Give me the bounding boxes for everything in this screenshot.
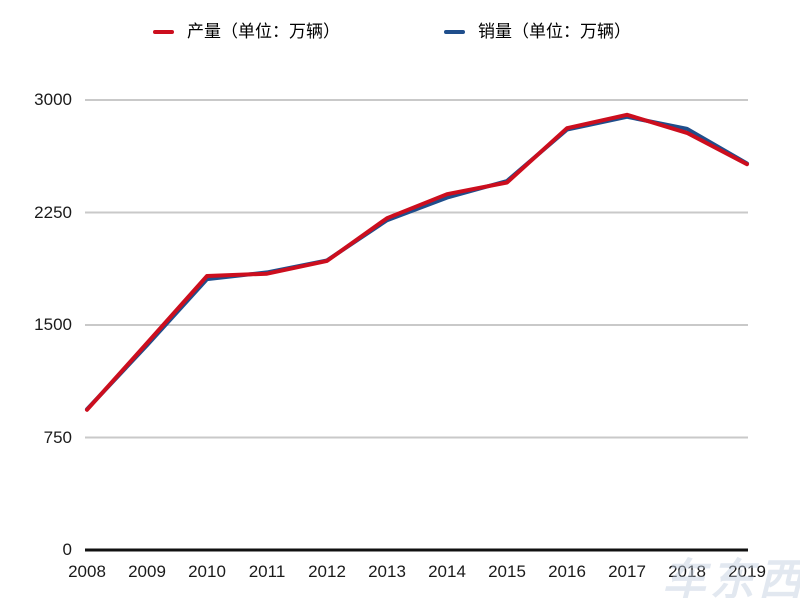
x-tick-label: 2012	[308, 562, 346, 581]
x-tick-label: 2010	[188, 562, 226, 581]
x-tick-label: 2008	[68, 562, 106, 581]
x-tick-label: 2009	[128, 562, 166, 581]
x-tick-label: 2015	[488, 562, 526, 581]
y-tick-label: 0	[62, 540, 72, 559]
production-line-swatch	[153, 30, 174, 34]
legend-label-sales: 销量（单位：万辆）	[478, 22, 631, 41]
y-tick-label: 2250	[34, 202, 72, 222]
x-tick-label: 2014	[428, 562, 466, 581]
y-tick-label: 1500	[34, 315, 72, 334]
x-tick-label: 2019	[728, 562, 766, 581]
legend-item-production: 产量（单位：万辆）	[153, 22, 340, 42]
sales-line	[85, 114, 749, 412]
x-tick-label: 2016	[548, 562, 586, 581]
x-tick-label: 2018	[668, 562, 706, 581]
legend-item-sales: 销量（单位：万辆）	[444, 22, 631, 42]
x-tick-label: 2017	[608, 562, 646, 581]
legend-label-production: 产量（单位：万辆）	[187, 22, 340, 41]
y-tick-label: 3000	[34, 90, 72, 109]
x-tick-label: 2013	[368, 562, 406, 581]
y-tick-label: 750	[43, 427, 72, 447]
sales-line-swatch	[444, 30, 465, 34]
x-tick-label: 2011	[248, 562, 286, 581]
production-line	[85, 112, 749, 412]
legend: 产量（单位：万辆） 销量（单位：万辆）	[153, 22, 631, 42]
